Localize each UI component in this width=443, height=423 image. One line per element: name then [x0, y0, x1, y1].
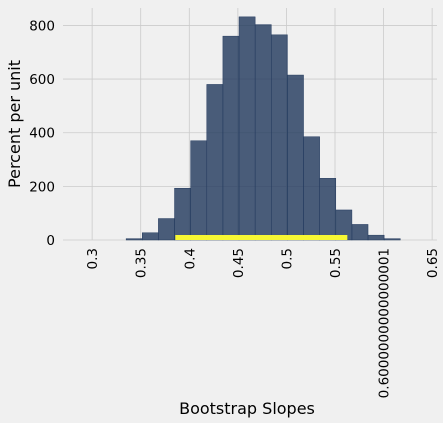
histogram-bar: [142, 232, 159, 241]
histogram-bar: [271, 34, 288, 241]
histogram-bar: [125, 238, 143, 241]
x-tick-label: 0.3: [85, 248, 101, 269]
histogram-bar: [367, 234, 385, 241]
histogram-bar: [222, 35, 240, 241]
histogram-bar: [190, 140, 208, 241]
y-axis-label: Percent per unit: [5, 60, 24, 188]
histogram-bar: [383, 238, 401, 241]
y-tick-label: 600: [29, 72, 55, 88]
x-tick-label: 0.45: [231, 248, 247, 278]
y-tick-label: 0: [46, 233, 55, 249]
histogram-bar: [206, 84, 224, 241]
y-axis-ticks: 0 200 400 600 800: [29, 18, 55, 249]
x-tick-label: 0.5: [279, 248, 295, 269]
x-tick-label: 0.6000000000000001: [377, 248, 393, 398]
x-axis-ticks: 0.3 0.35 0.4 0.45 0.5 0.55 0.6000000000000001 0…: [85, 248, 441, 398]
interval-bar: [175, 235, 348, 240]
x-tick-label: 0.4: [182, 248, 198, 269]
x-tick-label: 0.65: [425, 248, 441, 278]
histogram-bar: [303, 136, 320, 241]
histogram-bars: [125, 16, 401, 241]
histogram-bar: [287, 74, 304, 241]
histogram-bar: [158, 218, 175, 241]
histogram-bar: [254, 24, 272, 241]
histogram-bar: [238, 16, 256, 241]
x-tick-label: 0.35: [134, 248, 150, 278]
x-tick-label: 0.55: [328, 248, 344, 278]
histogram-bar: [351, 224, 369, 241]
histogram-bar: [319, 178, 337, 241]
x-axis-label: Bootstrap Slopes: [179, 399, 315, 418]
y-tick-label: 400: [29, 126, 55, 142]
histogram-bar: [174, 187, 191, 241]
y-tick-label: 200: [29, 179, 55, 195]
y-tick-label: 800: [29, 18, 55, 34]
confidence-interval: [175, 235, 348, 240]
